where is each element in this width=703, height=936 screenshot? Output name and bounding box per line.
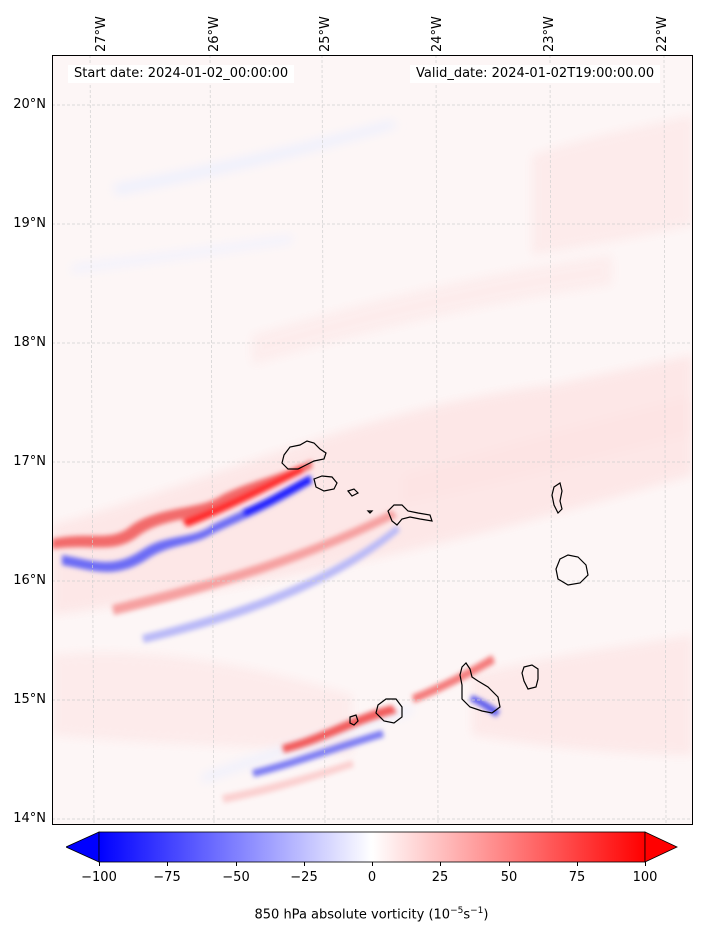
vorticity-map [52,55,693,825]
island-sao-nicolau [387,504,433,526]
cb-tick-label: 100 [632,870,658,885]
island-sao-vicente [313,475,338,492]
island-brava [349,714,359,726]
island-maio [521,664,539,690]
colorbar-min-arrow [66,831,100,863]
lat-label: 18°N [13,335,46,350]
island-fogo [375,698,403,724]
vorticity-band-middle [112,510,400,643]
lat-label: 14°N [13,811,46,826]
island-santa-luzia [346,488,360,497]
island-sal [551,482,563,515]
lat-label: 20°N [13,97,46,112]
island-santo-antao [281,440,327,470]
lat-label: 19°N [13,216,46,231]
colorbar [66,831,678,863]
lon-label: 25°W [318,16,333,52]
cb-tick-label: −75 [153,870,181,885]
island-branco [366,510,374,514]
cb-tick-label: −25 [290,870,318,885]
cb-tick-label: 25 [431,870,449,885]
lon-label: 27°W [94,16,109,52]
lon-label: 26°W [207,16,222,52]
lat-label: 15°N [13,692,46,707]
graticule [52,55,693,825]
cb-tick-label: −100 [81,870,117,885]
island-boa-vista [555,554,589,586]
start-date-label: Start date: 2024-01-02_00:00:00 [68,65,295,83]
cb-tick-label: 0 [367,870,377,885]
lon-label: 23°W [542,16,557,52]
colorbar-max-arrow [644,831,678,863]
lat-label: 17°N [13,454,46,469]
lon-label: 24°W [430,16,445,52]
coastlines [281,440,589,726]
cb-tick-label: 50 [500,870,518,885]
valid-date-label: Valid_date: 2024-01-02T19:00:00.00 [410,65,661,83]
colorbar-label: 850 hPa absolute vorticity (10−5s−1) [254,906,489,923]
cb-tick-label: −50 [222,870,250,885]
colorbar-gradient [98,831,646,863]
cb-tick-label: 75 [568,870,586,885]
lon-label: 22°W [655,16,670,52]
vorticity-band-south [222,655,500,803]
island-santiago [459,662,501,714]
map-panel [52,55,693,825]
lat-label: 16°N [13,573,46,588]
